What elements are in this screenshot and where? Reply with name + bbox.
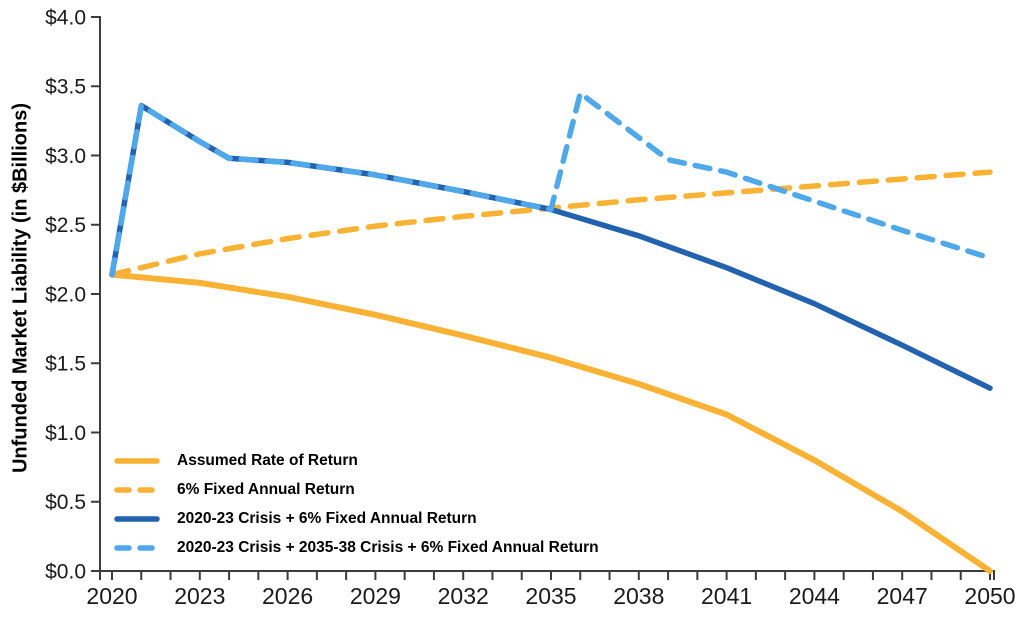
- legend: Assumed Rate of Return 6% Fixed Annual R…: [114, 446, 599, 562]
- series-line-1: [109, 169, 993, 278]
- series-line-0: [109, 271, 993, 574]
- y-axis-title: Unfunded Market Liability (in $Billions): [9, 102, 32, 474]
- x-tick-label: 2032: [438, 583, 489, 609]
- x-tick-label: 2041: [701, 583, 752, 609]
- legend-label-fixed-return: 6% Fixed Annual Return: [177, 480, 355, 498]
- x-tick-label: 2050: [964, 583, 1015, 609]
- legend-item-assumed-rate: Assumed Rate of Return: [114, 446, 599, 475]
- legend-item-fixed-return: 6% Fixed Annual Return: [114, 475, 599, 504]
- legend-swatch-solid-yellow-icon: [114, 457, 160, 464]
- x-tick-label: 2029: [350, 583, 401, 609]
- x-tick-label: 2044: [789, 583, 840, 609]
- legend-label-assumed-rate: Assumed Rate of Return: [177, 451, 358, 469]
- legend-swatch-dashed-yellow-icon: [114, 486, 160, 493]
- y-tick-label: $2.5: [45, 214, 86, 237]
- y-tick-label: $0.0: [45, 560, 86, 583]
- series-line-3: [109, 90, 993, 278]
- legend-swatch-solid-darkblue-icon: [114, 515, 160, 522]
- legend-label-double-crisis: 2020-23 Crisis + 2035-38 Crisis + 6% Fix…: [177, 538, 599, 556]
- y-tick-label: $2.0: [45, 283, 86, 306]
- y-tick-label: $1.5: [45, 353, 86, 376]
- y-tick-label: $4.0: [45, 6, 86, 29]
- legend-item-crisis: 2020-23 Crisis + 6% Fixed Annual Return: [114, 504, 599, 533]
- x-tick-label: 2035: [525, 583, 576, 609]
- y-tick-label: $3.5: [45, 76, 86, 99]
- legend-item-double-crisis: 2020-23 Crisis + 2035-38 Crisis + 6% Fix…: [114, 533, 599, 562]
- y-tick-label: $0.5: [45, 491, 86, 514]
- x-tick-label: 2038: [613, 583, 664, 609]
- x-tick-label: 2020: [86, 583, 137, 609]
- x-tick-label: 2026: [262, 583, 313, 609]
- y-tick-label: $1.0: [45, 422, 86, 445]
- legend-swatch-dashed-lightblue-icon: [114, 544, 160, 551]
- legend-label-crisis: 2020-23 Crisis + 6% Fixed Annual Return: [177, 509, 477, 527]
- x-tick-label: 2047: [877, 583, 928, 609]
- y-tick-label: $3.0: [45, 145, 86, 168]
- x-tick-label: 2023: [174, 583, 225, 609]
